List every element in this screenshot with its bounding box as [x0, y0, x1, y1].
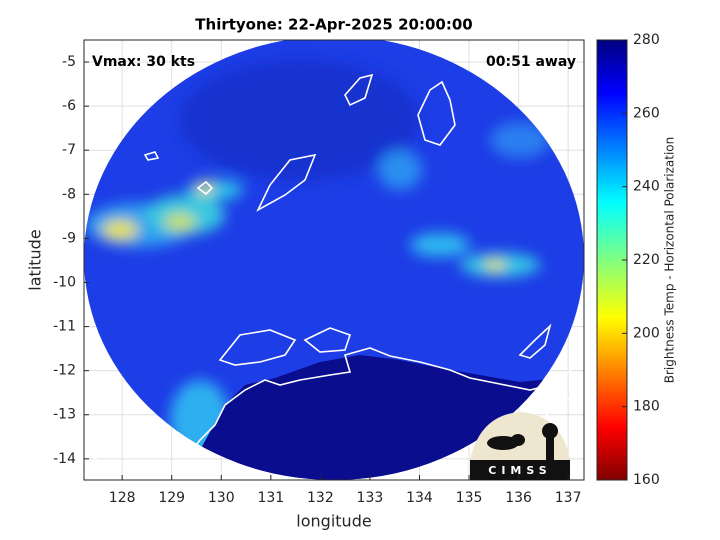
- chart-title: Thirtyone: 22-Apr-2025 20:00:00: [195, 16, 472, 34]
- colorbar-tick-label: 240: [633, 179, 660, 195]
- axes-box: [83, 39, 585, 481]
- coastlines: [84, 47, 584, 480]
- y-tick-label: -7: [62, 142, 76, 158]
- colorbar-tick-label: 280: [633, 32, 660, 48]
- y-tick-label: -10: [53, 274, 76, 290]
- x-tick-label: 130: [208, 490, 235, 506]
- y-axis-label: latitude: [26, 229, 45, 290]
- y-tick-label: -13: [53, 407, 76, 423]
- colorbar-tick-label: 180: [633, 399, 660, 415]
- logo-text: CIMSS: [488, 464, 551, 477]
- x-tick-label: 129: [158, 490, 185, 506]
- x-tick-label: 136: [505, 490, 532, 506]
- y-tick-label: -6: [62, 98, 76, 114]
- y-tick-label: -5: [62, 54, 76, 70]
- annotation: Vmax: 30 kts: [92, 54, 195, 70]
- colorbar-tick-label: 160: [633, 472, 660, 488]
- x-tick-label: 132: [307, 490, 334, 506]
- x-tick-label: 128: [109, 490, 136, 506]
- x-tick-label: 134: [406, 490, 433, 506]
- cloud-features: [85, 60, 550, 460]
- annotation: 00:51 away: [486, 54, 576, 70]
- colorbar-tick-label: 260: [633, 105, 660, 121]
- x-tick-label: 131: [257, 490, 284, 506]
- y-tick-label: -14: [53, 451, 76, 467]
- x-tick-label: 137: [555, 490, 582, 506]
- colorbar-label: Brightness Temp - Horizontal Polarizatio…: [663, 137, 677, 384]
- y-tick-label: -12: [53, 363, 76, 379]
- y-tick-label: -8: [62, 186, 76, 202]
- y-tick-label: -9: [62, 230, 76, 246]
- y-tick-label: -11: [53, 319, 76, 335]
- colorbar-tick-label: 220: [633, 252, 660, 268]
- x-tick-label: 133: [357, 490, 384, 506]
- x-tick-label: 135: [456, 490, 483, 506]
- colorbar-tick-label: 200: [633, 325, 660, 341]
- x-axis-label: longitude: [296, 512, 371, 531]
- logo: CIMSS: [470, 412, 570, 480]
